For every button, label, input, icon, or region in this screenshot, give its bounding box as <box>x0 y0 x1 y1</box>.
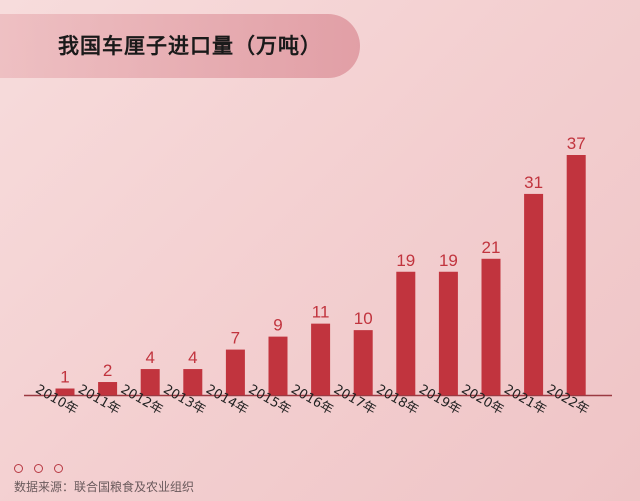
title-banner <box>0 14 360 78</box>
bar-2012年 <box>140 369 160 395</box>
data-label: 19 <box>439 251 458 270</box>
bar-2017年 <box>353 330 373 395</box>
bar-2016年 <box>311 323 331 395</box>
data-label: 1 <box>60 368 69 387</box>
data-label: 11 <box>312 303 330 322</box>
bar-2021年 <box>524 193 544 395</box>
data-label: 2 <box>103 361 112 380</box>
data-label: 7 <box>231 329 240 348</box>
bar-2019年 <box>438 271 458 395</box>
dot-icon <box>14 464 23 473</box>
data-label: 4 <box>188 348 197 367</box>
bar-2011年 <box>98 382 118 395</box>
x-tick-label: 2010年 <box>33 382 80 418</box>
data-label: 4 <box>145 348 154 367</box>
data-label: 19 <box>396 251 415 270</box>
data-label: 9 <box>273 316 282 335</box>
bar-2013年 <box>183 369 203 395</box>
dot-icon <box>34 464 44 473</box>
data-label: 21 <box>482 238 501 257</box>
bar-2010年 <box>55 388 75 395</box>
data-source: 数据来源：联合国粮食及农业组织 <box>14 480 195 494</box>
bar-2022年 <box>566 155 586 395</box>
bar-2014年 <box>225 349 245 395</box>
data-label: 10 <box>354 309 373 328</box>
chart-title: 我国车厘子进口量（万吨） <box>58 34 322 58</box>
data-label: 31 <box>524 173 543 192</box>
data-label: 37 <box>567 134 586 153</box>
bar-2018年 <box>396 271 416 395</box>
decorative-dots <box>14 458 69 477</box>
bar-2020年 <box>481 258 501 395</box>
bar-2015年 <box>268 336 288 395</box>
dot-icon <box>54 464 64 473</box>
